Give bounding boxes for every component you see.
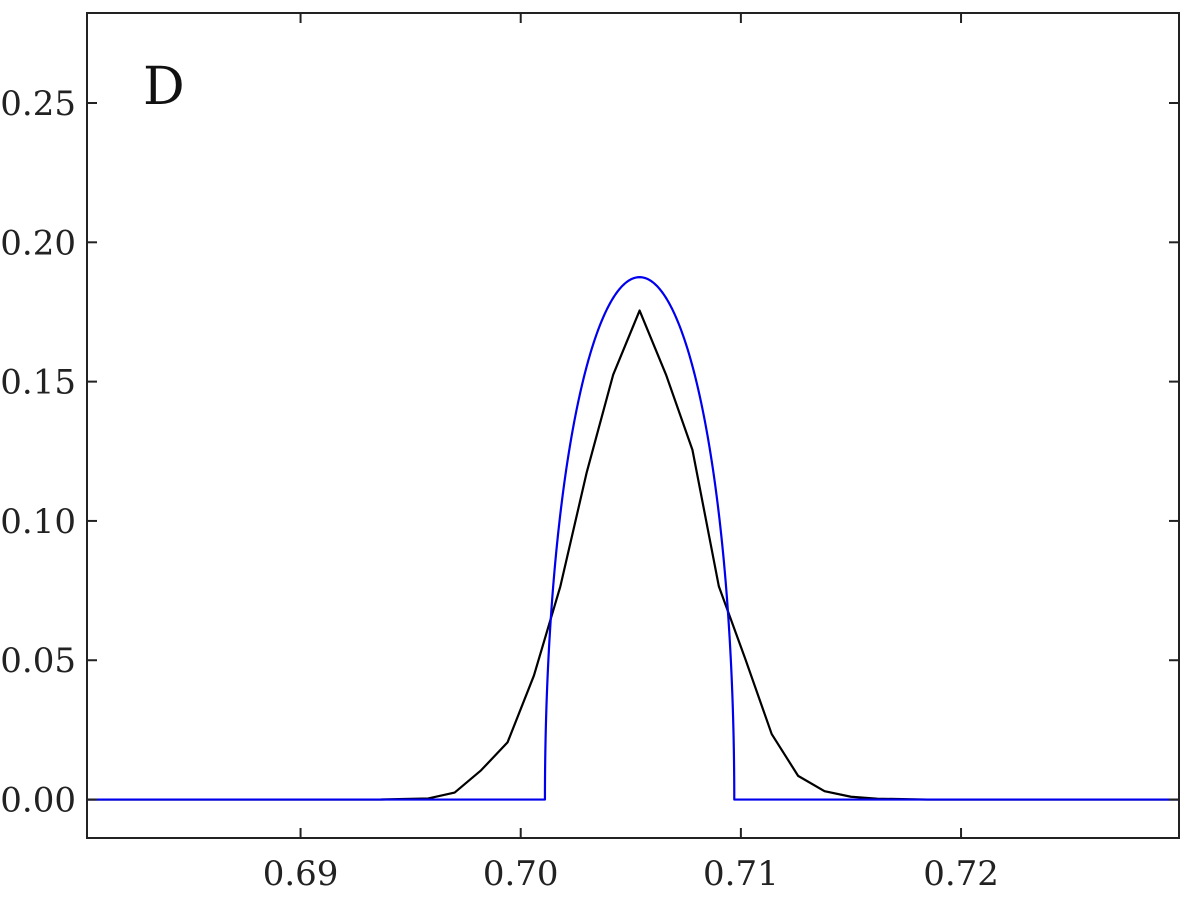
panel-label: D xyxy=(143,57,185,117)
series-line-0 xyxy=(87,309,1179,801)
x-tick-label: 0.72 xyxy=(923,854,999,894)
y-tick-label: 0.20 xyxy=(0,223,76,263)
x-tick-label: 0.70 xyxy=(483,854,559,894)
series-line-1 xyxy=(87,276,1179,801)
y-tick-label: 0.05 xyxy=(0,641,76,681)
x-tick-label: 0.71 xyxy=(703,854,779,894)
plot-frame xyxy=(86,12,1180,839)
y-tick-label: 0.00 xyxy=(0,781,76,821)
series-layer xyxy=(87,276,1179,801)
y-tick-label: 0.25 xyxy=(0,84,76,124)
x-tick-label: 0.69 xyxy=(263,854,339,894)
y-tick-label: 0.15 xyxy=(0,363,76,403)
y-tick-label: 0.10 xyxy=(0,502,76,542)
ticks-layer: 0.69 0.70 0.71 0.72 0.00 0.05 0.10 0.15 0.20 0.25 xyxy=(0,13,1179,894)
